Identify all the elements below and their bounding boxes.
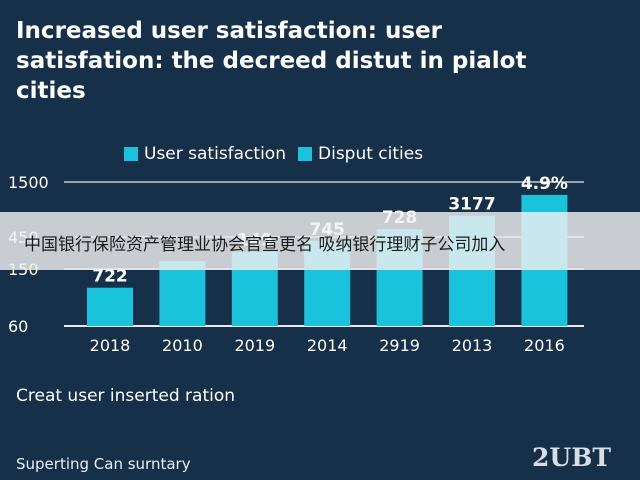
chart-legend: User satisfaction Disput cities <box>124 144 423 164</box>
bar <box>159 261 206 326</box>
data-label: 722 <box>92 267 128 287</box>
x-tick-label: 2010 <box>162 336 203 355</box>
x-tick-label: 2019 <box>234 336 275 355</box>
overlay-banner-text: 中国银行保险资产管理业协会官宣更名 吸纳银行理财子公司加入 <box>24 235 506 255</box>
overlay-banner <box>0 212 640 270</box>
x-tick-label: 2014 <box>307 336 348 355</box>
legend-label: User satisfaction <box>144 144 286 164</box>
x-tick-label: 2013 <box>452 336 493 355</box>
legend-label: Disput cities <box>318 144 424 164</box>
legend-swatch <box>298 147 312 161</box>
y-tick-label: 1500 <box>8 173 49 192</box>
data-label: 4.9% <box>521 174 568 194</box>
legend-item-disput-cities: Disput cities <box>298 144 423 164</box>
data-label: 3177 <box>448 195 495 215</box>
chart-title: Increased user satisfaction: user satisf… <box>16 18 527 104</box>
x-tick-label: 2018 <box>90 336 131 355</box>
legend-item-user-satisfaction: User satisfaction <box>124 144 286 164</box>
y-tick-label: 60 <box>8 317 28 336</box>
x-tick-label: 2016 <box>524 336 565 355</box>
chart-caption: Superting Can surntary <box>16 455 191 473</box>
bar <box>87 287 133 326</box>
legend-swatch <box>124 147 138 161</box>
x-tick-label: 2919 <box>379 336 420 355</box>
watermark-logo: 2UBT <box>532 443 611 472</box>
chart-footnote: Creat user inserted ration <box>16 386 236 406</box>
